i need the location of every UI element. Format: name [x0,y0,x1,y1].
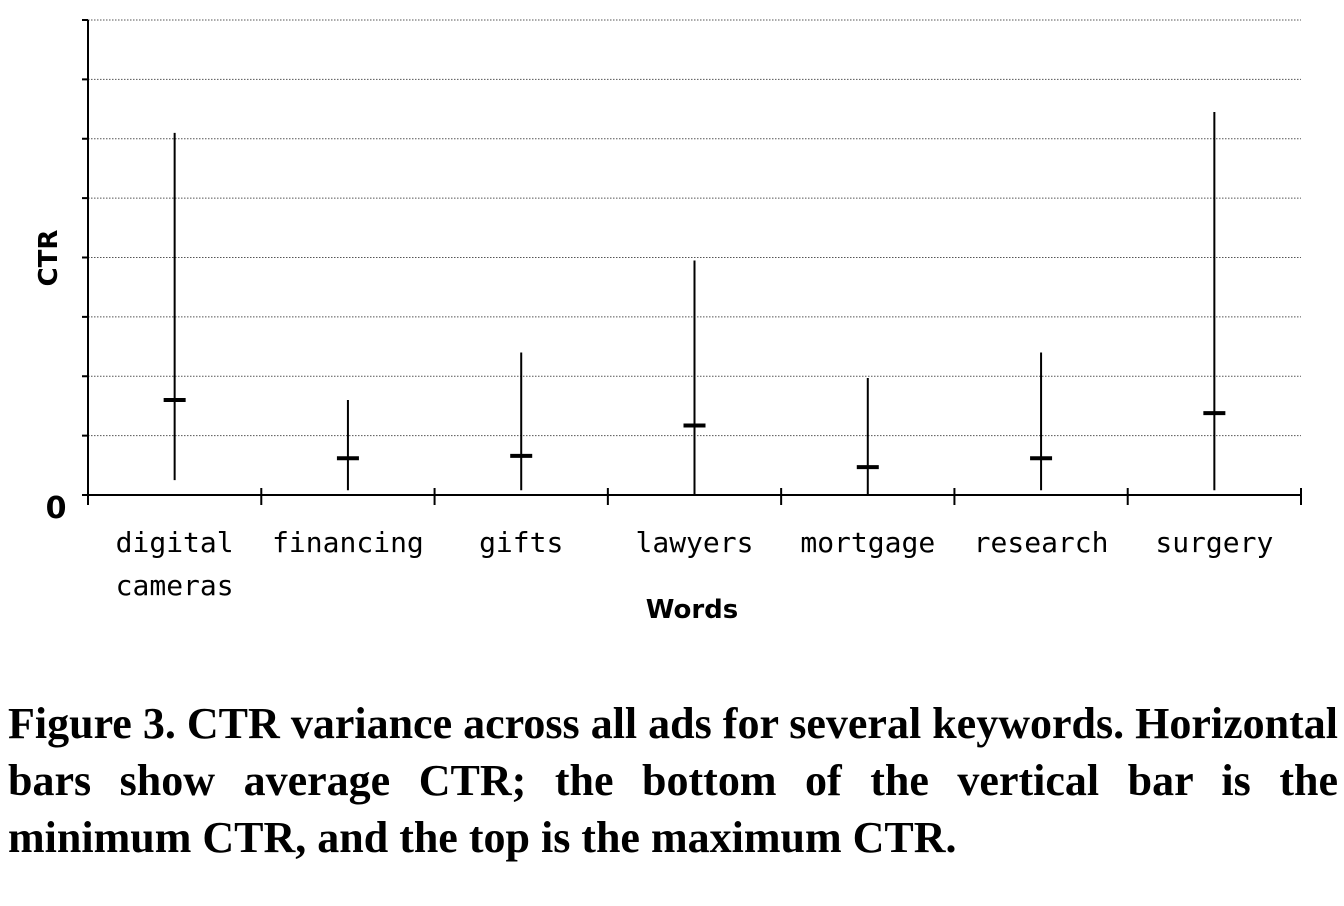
x-tick-labels: digital cameras financing gifts lawyers mortg… [116,526,1274,602]
x-tick-label: financing [272,526,424,559]
x-tick-label: cameras [116,569,234,602]
y-axis-label: CTR [34,230,64,287]
axes [82,19,1302,505]
x-tick-label: lawyers [635,526,753,559]
figure-caption: Figure 3. CTR variance across all ads fo… [8,699,1338,862]
x-tick-label: digital [116,526,234,559]
x-axis-label: Words [646,595,739,625]
x-tick-label: surgery [1155,526,1273,559]
range-marks [163,112,1226,495]
y-tick-label-0: 0 [46,491,67,526]
x-tick-label: gifts [479,526,563,559]
x-tick-label: mortgage [800,526,935,559]
x-tick-label: research [974,526,1109,559]
ctr-range-chart: digital cameras financing gifts lawyers mortg… [34,19,1302,625]
